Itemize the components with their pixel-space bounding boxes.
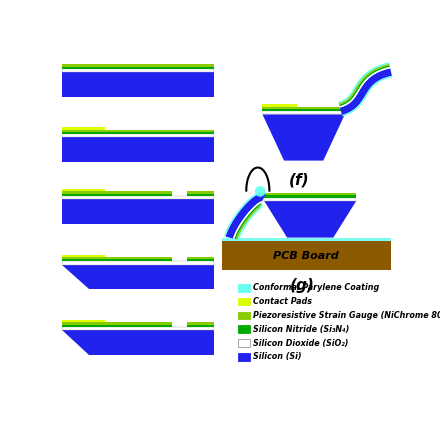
Bar <box>62 72 214 97</box>
Bar <box>262 104 297 107</box>
Polygon shape <box>236 204 263 240</box>
Polygon shape <box>238 205 264 240</box>
Bar <box>62 261 214 264</box>
Bar <box>62 257 172 259</box>
Polygon shape <box>62 330 214 355</box>
Bar <box>187 191 214 194</box>
Text: Contact Pads: Contact Pads <box>253 297 312 306</box>
Bar <box>222 242 391 270</box>
Polygon shape <box>340 68 392 115</box>
Bar <box>62 130 214 132</box>
Polygon shape <box>235 202 263 239</box>
Polygon shape <box>339 65 390 106</box>
Polygon shape <box>340 67 390 108</box>
Bar <box>62 322 172 325</box>
Text: Piezoresistive Strain Gauge (NiChrome 80%: Piezoresistive Strain Gauge (NiChrome 80… <box>253 311 440 320</box>
Bar <box>238 297 250 305</box>
Bar <box>62 199 214 224</box>
Polygon shape <box>233 201 262 239</box>
Polygon shape <box>342 76 392 117</box>
Bar <box>238 353 250 361</box>
Polygon shape <box>338 62 389 103</box>
Bar <box>62 325 172 327</box>
Bar <box>262 111 345 114</box>
Bar <box>62 135 214 137</box>
Bar <box>264 198 356 201</box>
Text: (g): (g) <box>290 278 315 293</box>
Bar <box>187 259 214 261</box>
Text: Silicon (Si): Silicon (Si) <box>253 352 302 361</box>
Bar <box>62 320 105 322</box>
Text: Conformal Parylene Coating: Conformal Parylene Coating <box>253 283 379 292</box>
Polygon shape <box>224 192 266 237</box>
Polygon shape <box>264 201 356 238</box>
Bar <box>238 312 250 319</box>
Bar <box>62 194 172 196</box>
Bar <box>187 322 214 325</box>
Text: Silicon Nitride (Si₃N₄): Silicon Nitride (Si₃N₄) <box>253 325 349 334</box>
Polygon shape <box>262 114 345 161</box>
Polygon shape <box>339 64 389 105</box>
Bar <box>62 191 172 194</box>
Bar <box>62 66 214 69</box>
Text: PCB Board: PCB Board <box>274 251 339 260</box>
Bar <box>62 64 214 66</box>
Bar <box>62 132 214 135</box>
Bar <box>62 196 214 199</box>
Bar <box>262 107 345 109</box>
Bar <box>187 257 214 259</box>
Bar <box>62 128 105 130</box>
Ellipse shape <box>255 186 266 197</box>
Text: Silicon Dioxide (SiO₂): Silicon Dioxide (SiO₂) <box>253 339 348 348</box>
Bar <box>62 259 172 261</box>
Bar <box>62 327 214 330</box>
Bar <box>222 238 391 242</box>
Bar <box>238 326 250 333</box>
Bar <box>238 284 250 291</box>
Bar <box>62 189 105 191</box>
Text: (f): (f) <box>288 172 309 187</box>
Bar <box>187 194 214 196</box>
Bar <box>187 325 214 327</box>
Bar <box>62 254 105 257</box>
Bar <box>238 339 250 347</box>
Bar <box>62 69 214 72</box>
Bar <box>264 193 356 195</box>
Bar <box>264 195 356 198</box>
Bar <box>62 137 214 162</box>
Polygon shape <box>62 264 214 289</box>
Polygon shape <box>226 193 266 238</box>
Bar <box>262 109 345 111</box>
